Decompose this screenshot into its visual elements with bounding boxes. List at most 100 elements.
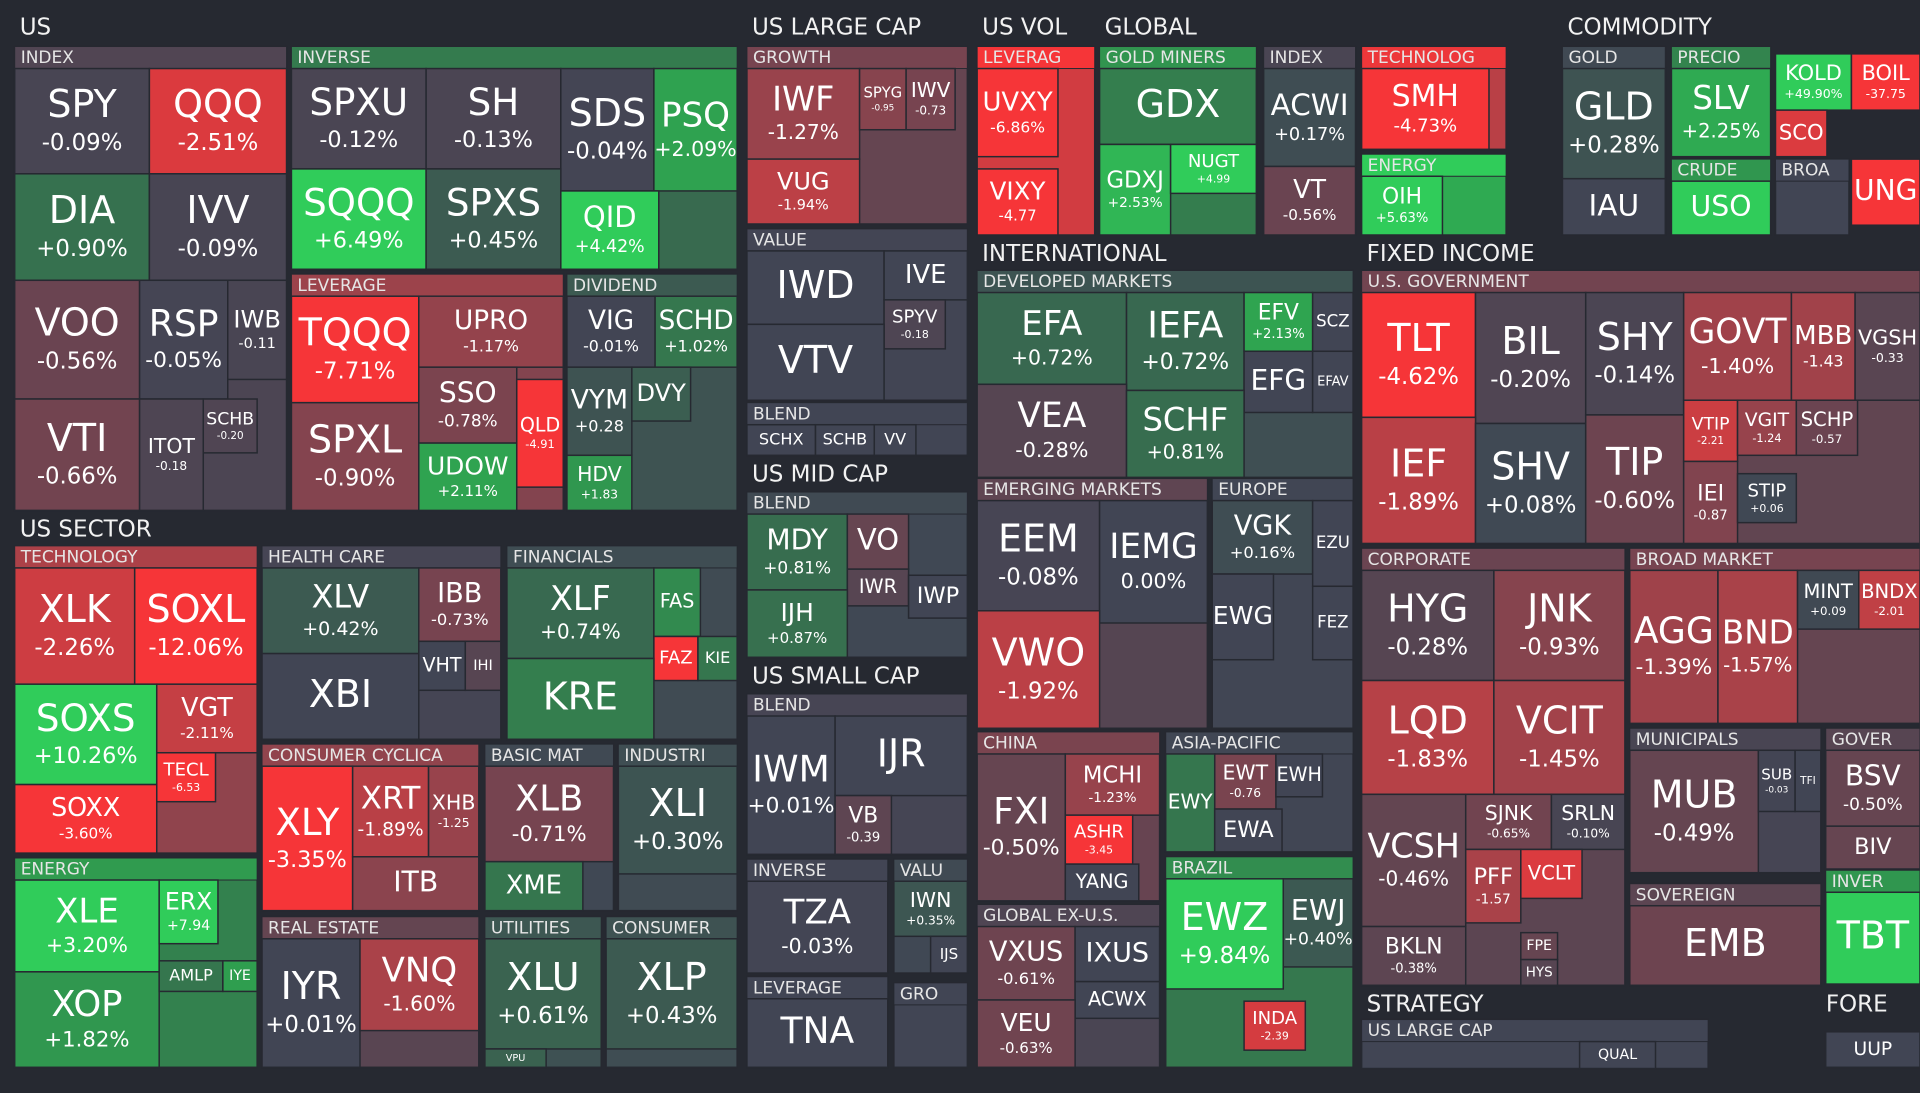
ticker[interactable]: IWP bbox=[917, 583, 959, 609]
ticker[interactable]: SCO bbox=[1779, 119, 1824, 144]
ticker[interactable]: OIH bbox=[1382, 184, 1422, 209]
change[interactable]: +0.08% bbox=[1485, 492, 1577, 518]
change[interactable]: -1.57% bbox=[1723, 654, 1792, 677]
ticker[interactable]: BIV bbox=[1854, 834, 1892, 860]
change[interactable]: -0.50% bbox=[983, 836, 1060, 861]
change[interactable]: -0.18 bbox=[156, 459, 188, 473]
tile[interactable] bbox=[1064, 814, 1134, 865]
tile[interactable] bbox=[1243, 291, 1314, 353]
change[interactable]: -1.45% bbox=[1519, 746, 1600, 772]
change[interactable]: -0.39 bbox=[846, 830, 880, 845]
ticker[interactable]: GLD bbox=[1574, 85, 1654, 129]
ticker[interactable]: FPE bbox=[1526, 938, 1552, 954]
tile[interactable] bbox=[1098, 499, 1209, 624]
change[interactable]: -0.71% bbox=[512, 821, 587, 846]
change[interactable]: +3.20% bbox=[46, 933, 128, 957]
change[interactable]: -3.60% bbox=[59, 824, 113, 842]
ticker[interactable]: XLI bbox=[649, 781, 707, 825]
tile[interactable] bbox=[893, 880, 969, 938]
tile[interactable] bbox=[1164, 878, 1285, 990]
tile[interactable] bbox=[1464, 793, 1553, 851]
change[interactable]: -1.43 bbox=[1803, 351, 1844, 370]
ticker[interactable]: XLP bbox=[637, 955, 707, 999]
ticker[interactable]: KRE bbox=[543, 674, 618, 718]
ticker[interactable]: UUP bbox=[1854, 1039, 1893, 1060]
change[interactable]: -1.89% bbox=[358, 819, 424, 840]
tile[interactable] bbox=[846, 568, 910, 607]
ticker[interactable]: XLF bbox=[550, 579, 611, 618]
ticker[interactable]: ITB bbox=[393, 866, 438, 899]
change[interactable]: +0.35% bbox=[906, 913, 955, 927]
ticker[interactable]: NUGT bbox=[1188, 151, 1240, 172]
tile[interactable] bbox=[560, 67, 655, 192]
tile[interactable] bbox=[1550, 793, 1626, 851]
tile[interactable] bbox=[746, 880, 889, 974]
tile[interactable] bbox=[1098, 67, 1258, 146]
tile[interactable] bbox=[1520, 848, 1583, 900]
tile[interactable] bbox=[654, 295, 738, 368]
tile[interactable] bbox=[1125, 389, 1245, 479]
change[interactable]: -1.39% bbox=[1636, 655, 1713, 680]
ticker[interactable]: IYE bbox=[229, 968, 251, 984]
ticker[interactable]: SHY bbox=[1597, 315, 1674, 359]
change[interactable]: +2.53% bbox=[1108, 195, 1163, 211]
ticker[interactable]: BNDX bbox=[1861, 580, 1918, 603]
ticker[interactable]: VCIT bbox=[1516, 698, 1604, 742]
ticker[interactable]: HYS bbox=[1526, 964, 1553, 980]
ticker[interactable]: IWF bbox=[772, 80, 834, 119]
change[interactable]: 0.00% bbox=[1121, 569, 1187, 593]
ticker[interactable]: XLV bbox=[312, 580, 370, 616]
tile[interactable] bbox=[13, 783, 158, 854]
tile[interactable] bbox=[746, 715, 836, 856]
change[interactable]: -3.45 bbox=[1085, 843, 1113, 856]
change[interactable]: -0.95 bbox=[871, 103, 894, 113]
ticker[interactable]: MCHI bbox=[1083, 762, 1142, 788]
change[interactable]: -0.28% bbox=[1387, 634, 1468, 660]
ticker[interactable]: VWO bbox=[992, 631, 1085, 675]
ticker[interactable]: UPRO bbox=[454, 306, 528, 336]
change[interactable]: +0.81% bbox=[763, 558, 831, 578]
change[interactable]: -0.05% bbox=[145, 348, 222, 373]
tile[interactable] bbox=[13, 879, 160, 973]
ticker[interactable]: VTV bbox=[778, 338, 853, 382]
tile[interactable] bbox=[1629, 749, 1760, 874]
tile[interactable] bbox=[1629, 904, 1822, 987]
change[interactable]: +0.87% bbox=[767, 629, 827, 647]
ticker[interactable]: ERX bbox=[165, 887, 212, 915]
tile[interactable] bbox=[158, 960, 224, 993]
ticker[interactable]: SPYV bbox=[892, 306, 938, 327]
tile[interactable] bbox=[1578, 1040, 1657, 1070]
tile[interactable] bbox=[290, 168, 427, 271]
ticker[interactable]: VNQ bbox=[382, 950, 457, 990]
ticker[interactable]: SLV bbox=[1692, 79, 1750, 117]
ticker[interactable]: SPXS bbox=[446, 180, 541, 224]
change[interactable]: -6.53 bbox=[172, 781, 200, 794]
ticker[interactable]: SCHD bbox=[659, 306, 734, 336]
ticker[interactable]: QUAL bbox=[1598, 1047, 1637, 1063]
tile[interactable] bbox=[13, 279, 141, 400]
change[interactable]: -0.93% bbox=[1519, 634, 1600, 660]
tile[interactable] bbox=[746, 423, 817, 457]
tile[interactable] bbox=[155, 751, 217, 803]
tile[interactable] bbox=[418, 640, 467, 692]
ticker[interactable]: IYR bbox=[281, 964, 342, 1008]
ticker[interactable]: TNA bbox=[779, 1010, 854, 1052]
change[interactable]: +0.72% bbox=[1011, 345, 1093, 369]
tile[interactable] bbox=[976, 610, 1101, 730]
ticker[interactable]: IVE bbox=[905, 260, 947, 290]
change[interactable]: +2.13% bbox=[1252, 327, 1305, 342]
tile[interactable] bbox=[1794, 749, 1822, 813]
change[interactable]: -0.73% bbox=[431, 610, 489, 629]
ticker[interactable]: SOXS bbox=[36, 696, 136, 740]
change[interactable]: -0.04% bbox=[567, 139, 648, 165]
change[interactable]: +0.28% bbox=[1568, 133, 1660, 159]
change[interactable]: +9.84% bbox=[1179, 943, 1271, 969]
tile[interactable] bbox=[13, 683, 158, 786]
tile[interactable] bbox=[1757, 749, 1796, 813]
change[interactable]: -2.51% bbox=[178, 130, 259, 156]
tile[interactable] bbox=[1311, 291, 1354, 353]
tile[interactable] bbox=[1736, 472, 1798, 524]
tile[interactable] bbox=[506, 567, 655, 660]
change[interactable]: -0.61% bbox=[997, 969, 1055, 988]
ticker[interactable]: VXUS bbox=[989, 936, 1063, 967]
